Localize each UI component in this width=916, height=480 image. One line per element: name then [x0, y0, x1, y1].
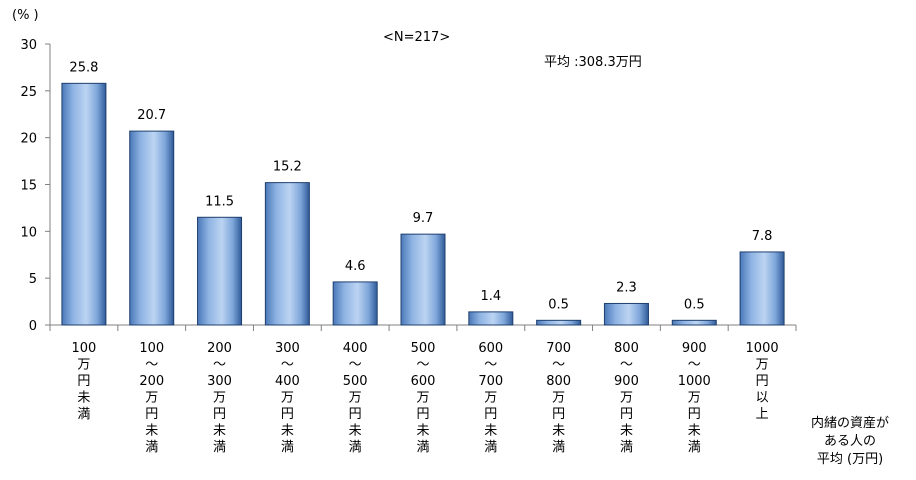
bar [61, 82, 107, 326]
average-annotation: 平均 :308.3万円 [544, 55, 642, 70]
category-label: 700 〜 800 万円未満 [546, 341, 571, 455]
category-label: 500 〜 600 万円未満 [411, 341, 436, 455]
category-labels: 100 万円未満 100 〜 200 万円未満 200 〜 300 万円未満 300 〜 400 万円未満… [71, 341, 778, 455]
category-label: 900 〜 1000 万円未満 [678, 341, 711, 455]
bar [739, 251, 785, 326]
y-tick-label: 5 [29, 272, 37, 287]
y-tick-label: 20 [20, 132, 37, 147]
bar [400, 233, 446, 326]
value-label: 15.2 [273, 160, 302, 175]
y-tick-labels: 0 5 10 15 20 25 30 [20, 38, 37, 334]
chart-bars [61, 82, 785, 326]
value-label: 4.6 [345, 259, 366, 274]
category-label: 400 〜 500 万円未満 [343, 341, 368, 455]
bar [129, 130, 175, 326]
y-tick-label: 0 [29, 319, 37, 334]
category-label: 800 〜 900 万円未満 [614, 341, 639, 455]
value-label: 25.8 [69, 60, 98, 75]
category-label: 600 〜 700 万円未満 [478, 341, 503, 455]
bar [332, 281, 378, 326]
value-label: 20.7 [137, 108, 166, 123]
bar [671, 319, 717, 326]
value-label: 1.4 [480, 289, 501, 304]
bar [603, 302, 649, 326]
value-label: 9.7 [413, 211, 434, 226]
value-label: 7.8 [752, 229, 773, 244]
y-tick-label: 15 [20, 179, 37, 194]
value-label: 2.3 [616, 280, 637, 295]
x-axis-label: 内緒の資産が ある人の 平均 (万円) [810, 416, 889, 467]
y-tick-label: 25 [20, 85, 37, 100]
bar [536, 319, 582, 326]
value-label: 0.5 [548, 297, 569, 312]
category-label: 100 〜 200 万円未満 [139, 341, 164, 455]
y-tick-label: 10 [20, 225, 37, 240]
category-label: 100 万円未満 [71, 341, 96, 422]
category-label: 200 〜 300 万円未満 [207, 341, 232, 455]
category-label: 300 〜 400 万円未満 [275, 341, 300, 455]
category-label: 1000 万円以上 [746, 341, 779, 422]
bar [197, 216, 243, 326]
y-axis-label: (% ) [12, 8, 39, 23]
bar [468, 311, 514, 326]
bar [264, 182, 310, 326]
y-tick-label: 30 [20, 38, 37, 53]
value-labels: 25.8 20.7 11.5 15.2 4.6 9.7 1.4 0.5 2.3 0.5 7.8 [69, 60, 772, 312]
sample-size-label: <N=217> [383, 30, 451, 45]
value-label: 11.5 [205, 194, 234, 209]
value-label: 0.5 [684, 297, 705, 312]
